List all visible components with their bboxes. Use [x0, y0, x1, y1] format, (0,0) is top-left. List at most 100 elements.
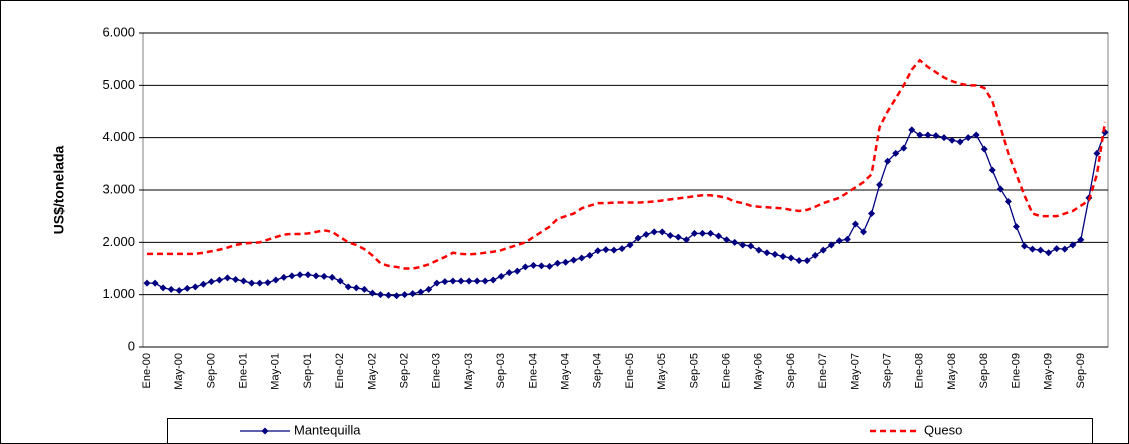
data-point — [248, 279, 256, 287]
data-point — [642, 230, 650, 238]
x-tick-label: May-09 — [1043, 353, 1055, 390]
data-point — [698, 229, 706, 237]
data-point — [843, 235, 851, 243]
data-point — [183, 284, 191, 292]
x-tick-label: Sep-08 — [978, 353, 990, 388]
x-tick-label: Ene-06 — [721, 353, 733, 388]
data-point — [650, 228, 658, 236]
data-point — [232, 275, 240, 283]
data-point — [529, 261, 537, 269]
data-point — [731, 238, 739, 246]
data-point — [272, 276, 280, 284]
x-tick-label: Sep-01 — [302, 353, 314, 388]
data-point — [570, 256, 578, 264]
data-point — [610, 246, 618, 254]
data-point — [256, 279, 264, 287]
legend-label: Mantequilla — [294, 422, 361, 437]
data-point — [328, 273, 336, 281]
data-point — [932, 132, 940, 140]
data-point — [191, 283, 199, 291]
data-point — [707, 229, 715, 237]
data-point — [626, 241, 634, 249]
data-point — [546, 262, 554, 270]
data-point — [280, 273, 288, 281]
data-point — [884, 157, 892, 165]
y-tick-label: 0 — [128, 338, 135, 353]
x-tick-label: May-02 — [366, 353, 378, 390]
data-point — [972, 131, 980, 139]
y-axis-label: US$/tonelada — [51, 145, 67, 234]
data-point — [497, 272, 505, 280]
data-point — [900, 144, 908, 152]
data-point — [787, 254, 795, 262]
data-point — [505, 269, 513, 277]
data-point — [739, 241, 747, 249]
data-point — [755, 246, 763, 254]
data-point — [1020, 242, 1028, 250]
data-point — [224, 274, 232, 282]
data-point — [1012, 223, 1020, 231]
y-tick-label: 6.000 — [102, 24, 135, 39]
data-point — [151, 279, 159, 287]
series-line — [147, 58, 1107, 270]
legend-box — [167, 418, 1093, 444]
data-point — [215, 276, 223, 284]
data-point — [417, 288, 425, 296]
data-point — [964, 134, 972, 142]
x-tick-label: May-06 — [753, 353, 765, 390]
data-point — [457, 277, 465, 285]
x-tick-label: May-01 — [270, 353, 282, 390]
data-point — [763, 249, 771, 257]
data-point — [1029, 245, 1037, 253]
y-tick-label: 5.000 — [102, 77, 135, 92]
x-tick-label: May-00 — [173, 353, 185, 390]
data-point — [690, 229, 698, 237]
data-point — [868, 210, 876, 218]
data-point — [1037, 246, 1045, 254]
x-tick-label: Sep-03 — [495, 353, 507, 388]
data-point — [489, 276, 497, 284]
x-tick-label: May-03 — [463, 353, 475, 390]
data-point — [1053, 245, 1061, 253]
data-point — [618, 245, 626, 253]
data-point — [159, 284, 167, 292]
data-point — [360, 285, 368, 293]
data-point — [385, 291, 393, 299]
x-tick-label: Ene-02 — [334, 353, 346, 388]
x-tick-label: Ene-03 — [431, 353, 443, 388]
data-point — [602, 246, 610, 254]
data-point — [715, 232, 723, 240]
data-point — [473, 277, 481, 285]
data-point — [747, 242, 755, 250]
x-tick-label: Ene-09 — [1010, 353, 1022, 388]
data-point — [634, 234, 642, 242]
x-tick-label: Sep-05 — [688, 353, 700, 388]
data-point — [666, 232, 674, 240]
data-point — [859, 228, 867, 236]
data-point — [312, 272, 320, 280]
data-point — [835, 237, 843, 245]
data-point — [433, 279, 441, 287]
y-tick-label: 3.000 — [102, 181, 135, 196]
data-point — [908, 126, 916, 134]
data-point — [304, 271, 312, 279]
data-point — [320, 272, 328, 280]
data-point — [795, 257, 803, 265]
data-point — [803, 257, 811, 265]
data-point — [393, 292, 401, 300]
data-point — [819, 246, 827, 254]
data-point — [167, 285, 175, 293]
x-tick-label: May-07 — [849, 353, 861, 390]
data-point — [988, 166, 996, 174]
data-point — [1093, 149, 1101, 157]
data-point — [537, 262, 545, 270]
legend-marker — [261, 427, 269, 435]
x-tick-label: Ene-01 — [238, 353, 250, 388]
data-point — [175, 286, 183, 294]
data-point — [368, 289, 376, 297]
data-point — [674, 233, 682, 241]
data-point — [336, 277, 344, 285]
data-point — [352, 284, 360, 292]
data-point — [143, 279, 151, 287]
